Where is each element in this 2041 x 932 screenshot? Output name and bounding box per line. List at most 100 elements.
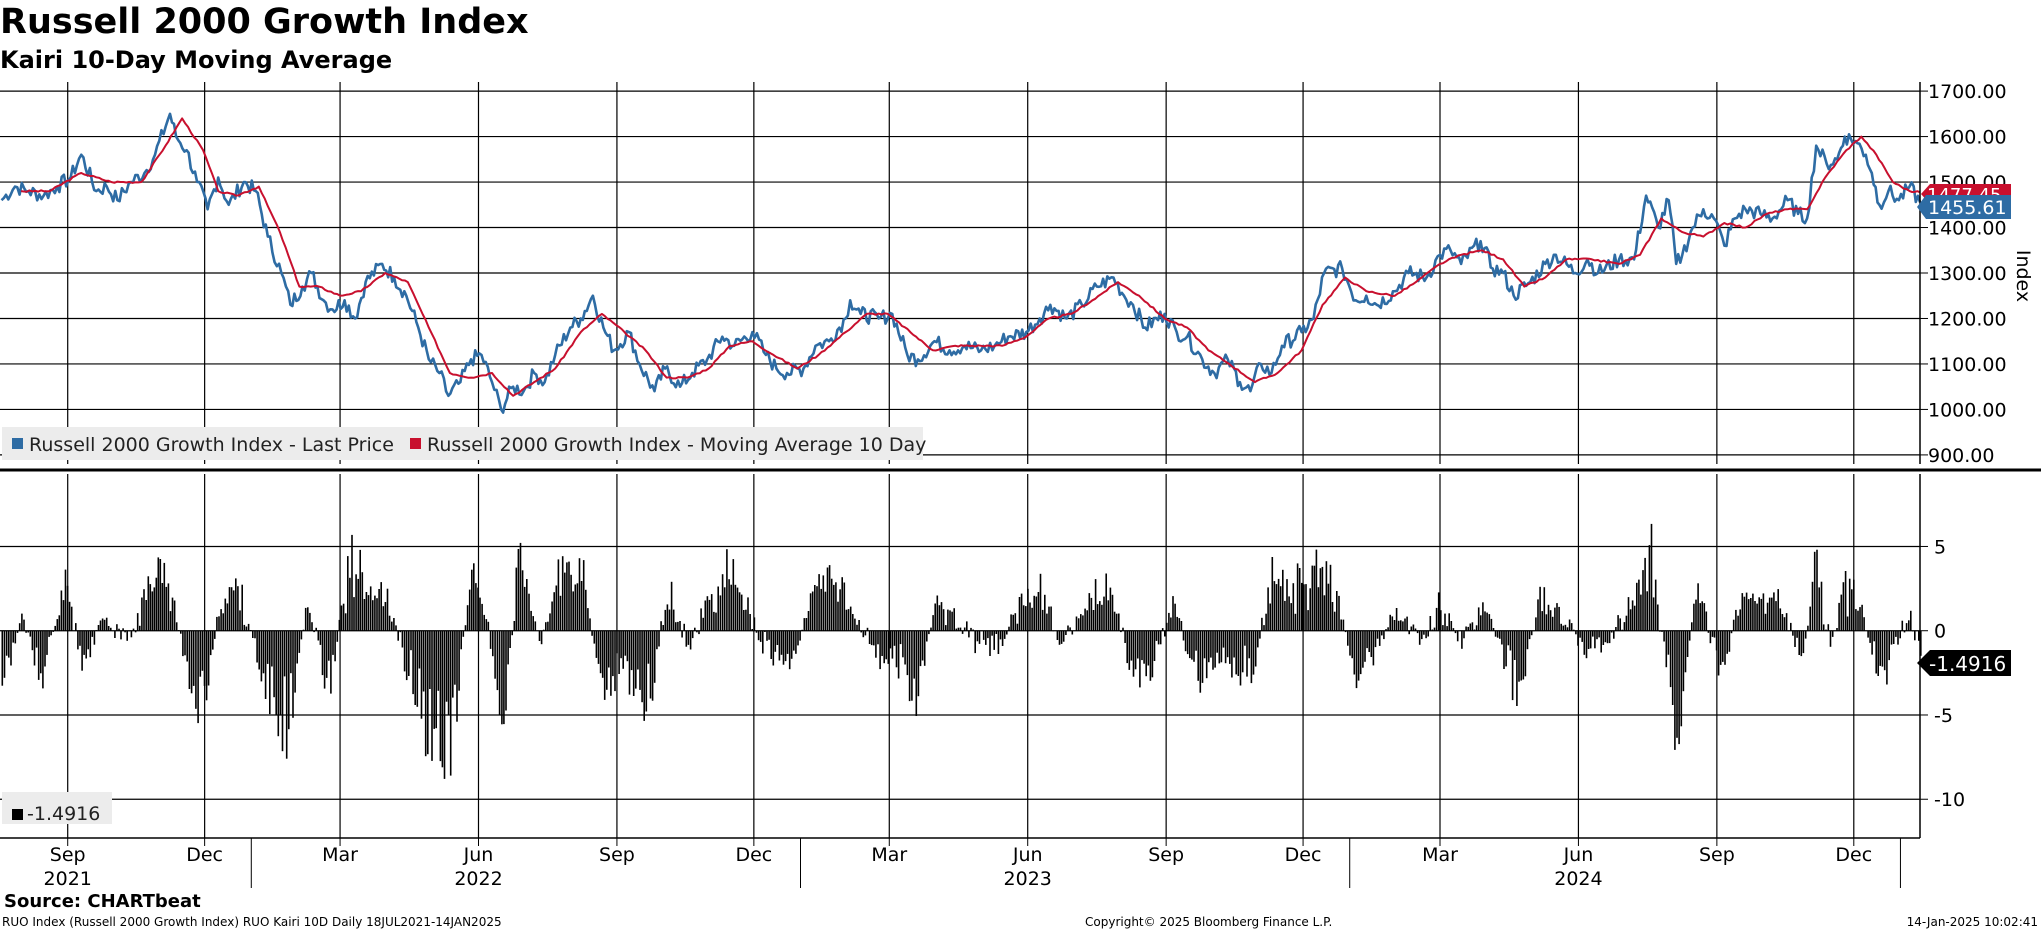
kairi-bar	[1222, 630, 1225, 648]
kairi-bar	[1577, 630, 1579, 646]
kairi-bar	[1804, 630, 1807, 639]
kairi-bar	[799, 630, 801, 641]
kairi-bar	[1075, 616, 1078, 631]
kairi-bar	[904, 630, 906, 665]
kairi-bar	[1581, 630, 1583, 642]
kairi-bar	[647, 630, 650, 664]
kairi-bar	[1914, 630, 1916, 641]
kairi-bar	[852, 614, 854, 631]
kairi-bar	[230, 587, 233, 631]
kairi-bar	[1025, 606, 1027, 631]
kairi-bar	[275, 630, 277, 716]
kairi-bar	[1366, 630, 1368, 649]
kairi-bar	[372, 600, 374, 631]
kairi-bar	[494, 630, 496, 679]
kairi-bar	[103, 619, 106, 631]
kairi-bar	[302, 629, 305, 631]
kairi-bar	[778, 630, 781, 661]
kairi-bar	[1292, 583, 1295, 631]
kairi-bar	[1282, 569, 1284, 631]
kairi-bar	[589, 618, 591, 631]
kairi-bar	[128, 630, 131, 632]
kairi-bar	[1535, 617, 1537, 631]
kairi-bar	[1143, 630, 1145, 664]
kairi-bar	[249, 630, 252, 631]
kairi-bar	[1452, 628, 1455, 631]
kairi-bar	[723, 587, 726, 631]
kairi-bar	[1107, 600, 1110, 631]
kairi-bar	[1418, 630, 1421, 645]
kairi-bar	[1423, 630, 1425, 635]
kairi-bar	[540, 630, 543, 645]
kairi-bar	[1691, 622, 1693, 631]
kairi-bar	[820, 588, 822, 631]
kairi-bar	[683, 623, 685, 631]
kairi-bar	[1594, 630, 1596, 649]
kairi-bar	[1244, 630, 1246, 646]
kairi-bar	[367, 595, 370, 631]
kairi-bar	[151, 591, 154, 631]
kairi-bar	[1226, 630, 1229, 658]
kairi-bar	[1044, 594, 1046, 631]
kairi-bar	[582, 560, 585, 631]
kairi-bar	[1790, 622, 1792, 631]
bottom-y-tick-label: 5	[1934, 536, 1946, 558]
kairi-bar	[1825, 629, 1827, 631]
kairi-bar	[309, 612, 311, 631]
kairi-bar	[369, 586, 372, 631]
kairi-bar	[1533, 630, 1535, 632]
kairi-bar	[283, 630, 286, 677]
kairi-bar	[456, 630, 458, 722]
kairi-bar	[23, 619, 25, 631]
kairi-bar	[1717, 630, 1720, 676]
kairi-bar	[31, 630, 34, 651]
kairi-bar	[545, 622, 547, 631]
kairi-bar	[25, 630, 27, 633]
kairi-bar	[422, 630, 425, 692]
kairi-bar	[252, 630, 254, 638]
kairi-bar	[653, 630, 656, 683]
kairi-bar	[1669, 630, 1672, 688]
kairi-bar	[893, 630, 896, 646]
kairi-bar	[188, 630, 191, 689]
kairi-bar	[1442, 625, 1444, 631]
kairi-bar	[1543, 587, 1546, 631]
kairi-bar	[698, 630, 700, 635]
kairi-bar	[1551, 616, 1554, 631]
kairi-bar	[1608, 630, 1611, 644]
kairi-bar	[1088, 593, 1091, 631]
kairi-bar	[1461, 630, 1463, 649]
kairi-bar	[1526, 630, 1529, 650]
kairi-bar	[1090, 597, 1093, 631]
kairi-bar	[1499, 630, 1501, 639]
kairi-bar	[220, 609, 222, 631]
kairi-bar	[1480, 615, 1482, 631]
kairi-bar	[1625, 615, 1628, 631]
kairi-bar	[764, 630, 766, 632]
kairi-bar	[1869, 630, 1871, 643]
kairi-bar	[626, 630, 629, 662]
kairi-bar	[1440, 610, 1442, 631]
kairi-bar	[1214, 630, 1216, 668]
kairi-bar	[1035, 596, 1038, 631]
kairi-bar	[951, 611, 953, 631]
bottom-legend: -1.4916	[2, 792, 112, 825]
kairi-bar	[1437, 592, 1440, 631]
kairi-bar	[1697, 583, 1699, 631]
kairi-bar	[1233, 630, 1235, 658]
kairi-bar	[334, 630, 336, 662]
kairi-bar	[672, 609, 675, 631]
kairi-bar	[269, 630, 271, 715]
kairi-bar	[1663, 630, 1665, 642]
kairi-bar	[587, 608, 589, 631]
kairi-bar	[40, 630, 42, 674]
kairi-bar	[807, 611, 810, 631]
kairi-bar	[1781, 614, 1784, 631]
kairi-bar	[1351, 630, 1353, 659]
kairi-bar	[837, 601, 839, 631]
kairi-bar	[793, 630, 795, 651]
top-y-tick-label: 1600.00	[1928, 127, 2007, 149]
kairi-bar	[726, 549, 728, 631]
kairi-bar	[1141, 630, 1143, 661]
kairi-bar	[685, 630, 688, 647]
